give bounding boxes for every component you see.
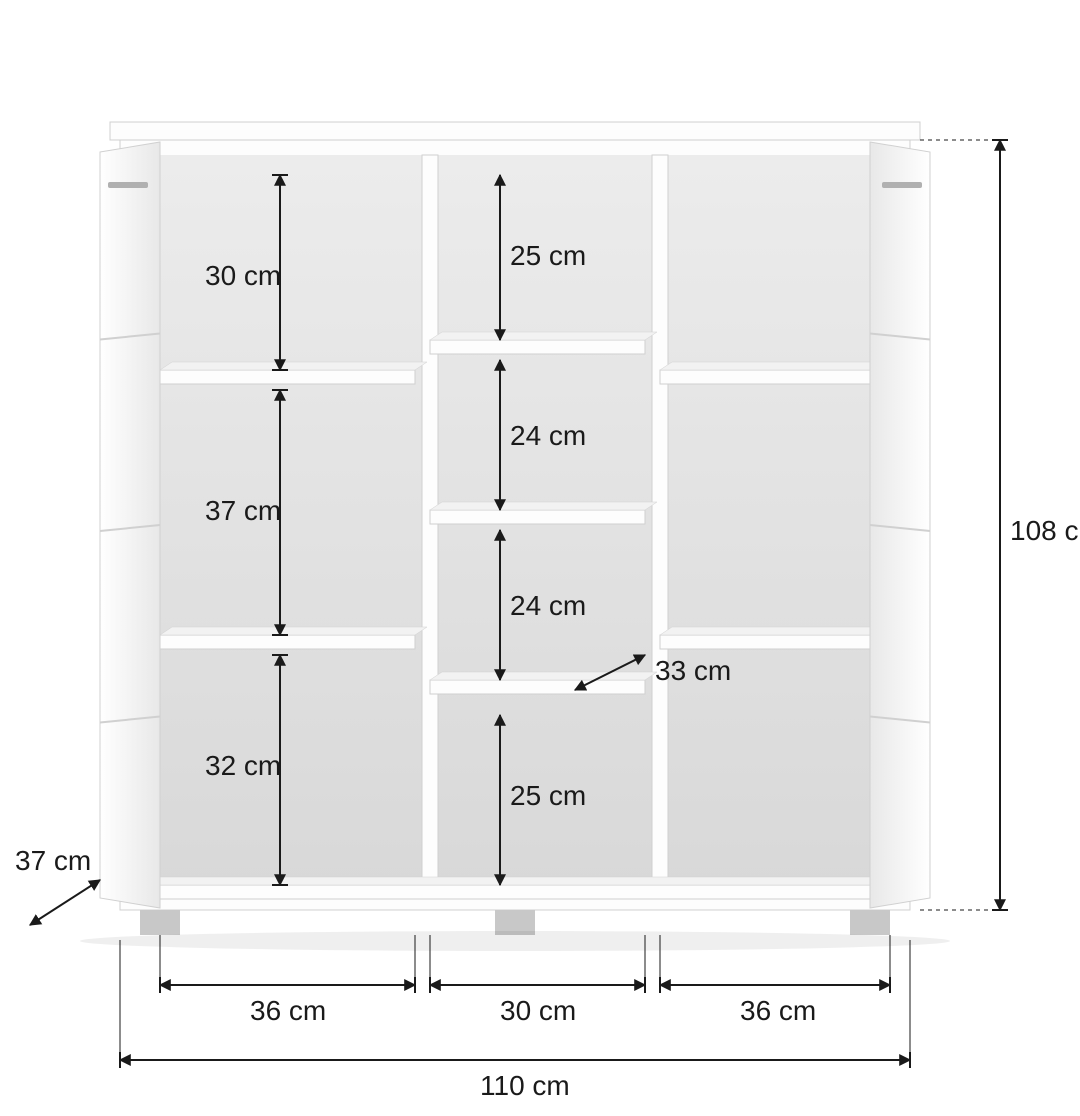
dimension-width_right: 36 cm [660, 985, 890, 1026]
dimension-label: 32 cm [205, 750, 281, 781]
dimension-label: 36 cm [250, 995, 326, 1026]
dimension-label: 25 cm [510, 240, 586, 271]
dimension-label: 24 cm [510, 590, 586, 621]
dimension-label: 24 cm [510, 420, 586, 451]
dimension-label: 108 cm [1010, 515, 1080, 546]
dimension-label: 30 cm [205, 260, 281, 291]
dimension-label: 30 cm [500, 995, 576, 1026]
dimension-label: 110 cm [480, 1070, 570, 1101]
dimension-width_left: 36 cm [160, 985, 415, 1026]
dimension-label: 37 cm [15, 845, 91, 876]
dimension-label: 37 cm [205, 495, 281, 526]
dimension-width_center: 30 cm [430, 985, 645, 1026]
dimension-depth_outer: 37 cm [15, 845, 100, 925]
dimension-label: 36 cm [740, 995, 816, 1026]
dimension-label: 25 cm [510, 780, 586, 811]
dimension-diagram: 108 cm 110 cm 36 cm 30 cm 36 cm 37 cm 33 cm 30 … [0, 0, 1080, 1116]
dimension-height_total: 108 cm [1000, 140, 1080, 910]
dimension-label: 33 cm [655, 655, 731, 686]
dimension-width_total: 110 cm [120, 1060, 910, 1101]
